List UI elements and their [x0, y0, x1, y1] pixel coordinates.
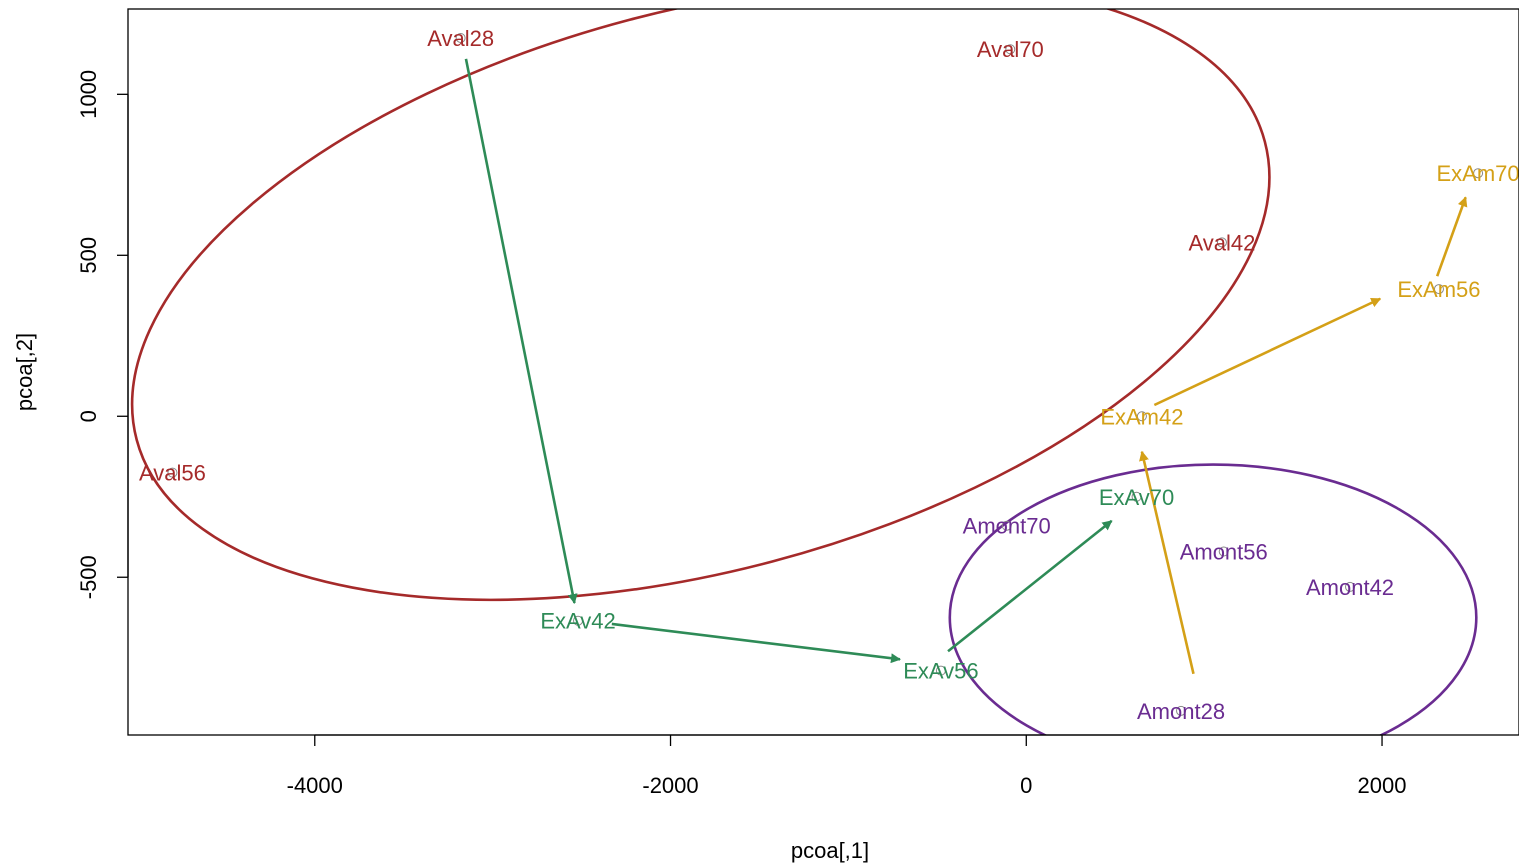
- label-exav70: ExAv70: [1099, 485, 1174, 510]
- point-amont56: [1218, 546, 1229, 557]
- y-tick-label: 0: [76, 410, 101, 422]
- label-aval42: Aval42: [1189, 230, 1256, 255]
- y-tick-label: 500: [76, 237, 101, 274]
- label-amont56: Amont56: [1180, 539, 1268, 564]
- arrow-exav-2: [611, 622, 901, 664]
- arrow-exam-5: [1153, 297, 1382, 407]
- label-amont28: Amont28: [1137, 699, 1225, 724]
- y-tick-label: 1000: [76, 70, 101, 119]
- point-aval42: [1216, 237, 1227, 248]
- point-exav42: [573, 615, 584, 626]
- data-points: [167, 32, 1484, 716]
- y-tick-label: -500: [76, 555, 101, 599]
- point-aval28: [455, 32, 466, 43]
- ellipse-amont: [948, 463, 1478, 735]
- point-amont70: [1001, 520, 1012, 531]
- x-axis: -4000 -2000 0 2000: [287, 734, 1407, 798]
- arrow-exam-6: [1435, 196, 1468, 277]
- point-amont42: [1345, 581, 1356, 592]
- point-exam70: [1473, 168, 1484, 179]
- confidence-ellipses: [130, 9, 1478, 735]
- label-aval70: Aval70: [977, 37, 1044, 62]
- trajectory-arrows: [464, 58, 1468, 675]
- arrow-exam-4: [1139, 450, 1195, 675]
- arrow-exav-1: [464, 58, 578, 604]
- y-axis: -500 0 500 1000: [76, 70, 129, 599]
- point-aval70: [1005, 44, 1016, 55]
- x-tick-label: -2000: [642, 773, 698, 798]
- point-exam56: [1433, 284, 1444, 295]
- arrow-exav-3: [947, 519, 1113, 653]
- ellipse-aval: [130, 9, 1271, 602]
- label-aval56: Aval56: [139, 461, 206, 486]
- point-exam42: [1136, 411, 1147, 422]
- x-axis-title: pcoa[,1]: [791, 838, 869, 863]
- label-exam56: ExAm56: [1397, 277, 1480, 302]
- point-labels: Aval28 Aval70 Aval42 Aval56 ExAv42 ExAv56 ExAv…: [139, 26, 1519, 724]
- label-exam42: ExAm42: [1100, 404, 1183, 429]
- label-aval28: Aval28: [427, 26, 494, 51]
- label-exav42: ExAv42: [540, 609, 615, 634]
- label-amont70: Amont70: [963, 514, 1051, 539]
- point-amont28: [1176, 705, 1187, 716]
- x-tick-label: 2000: [1358, 773, 1407, 798]
- label-exav56: ExAv56: [903, 659, 978, 684]
- point-exav70: [1131, 491, 1142, 502]
- point-exav56: [935, 665, 946, 676]
- point-aval56: [167, 467, 178, 478]
- y-axis-title: pcoa[,2]: [12, 333, 37, 411]
- x-tick-label: 0: [1020, 773, 1032, 798]
- label-amont42: Amont42: [1306, 575, 1394, 600]
- label-exam70: ExAm70: [1437, 161, 1519, 186]
- x-tick-label: -4000: [287, 773, 343, 798]
